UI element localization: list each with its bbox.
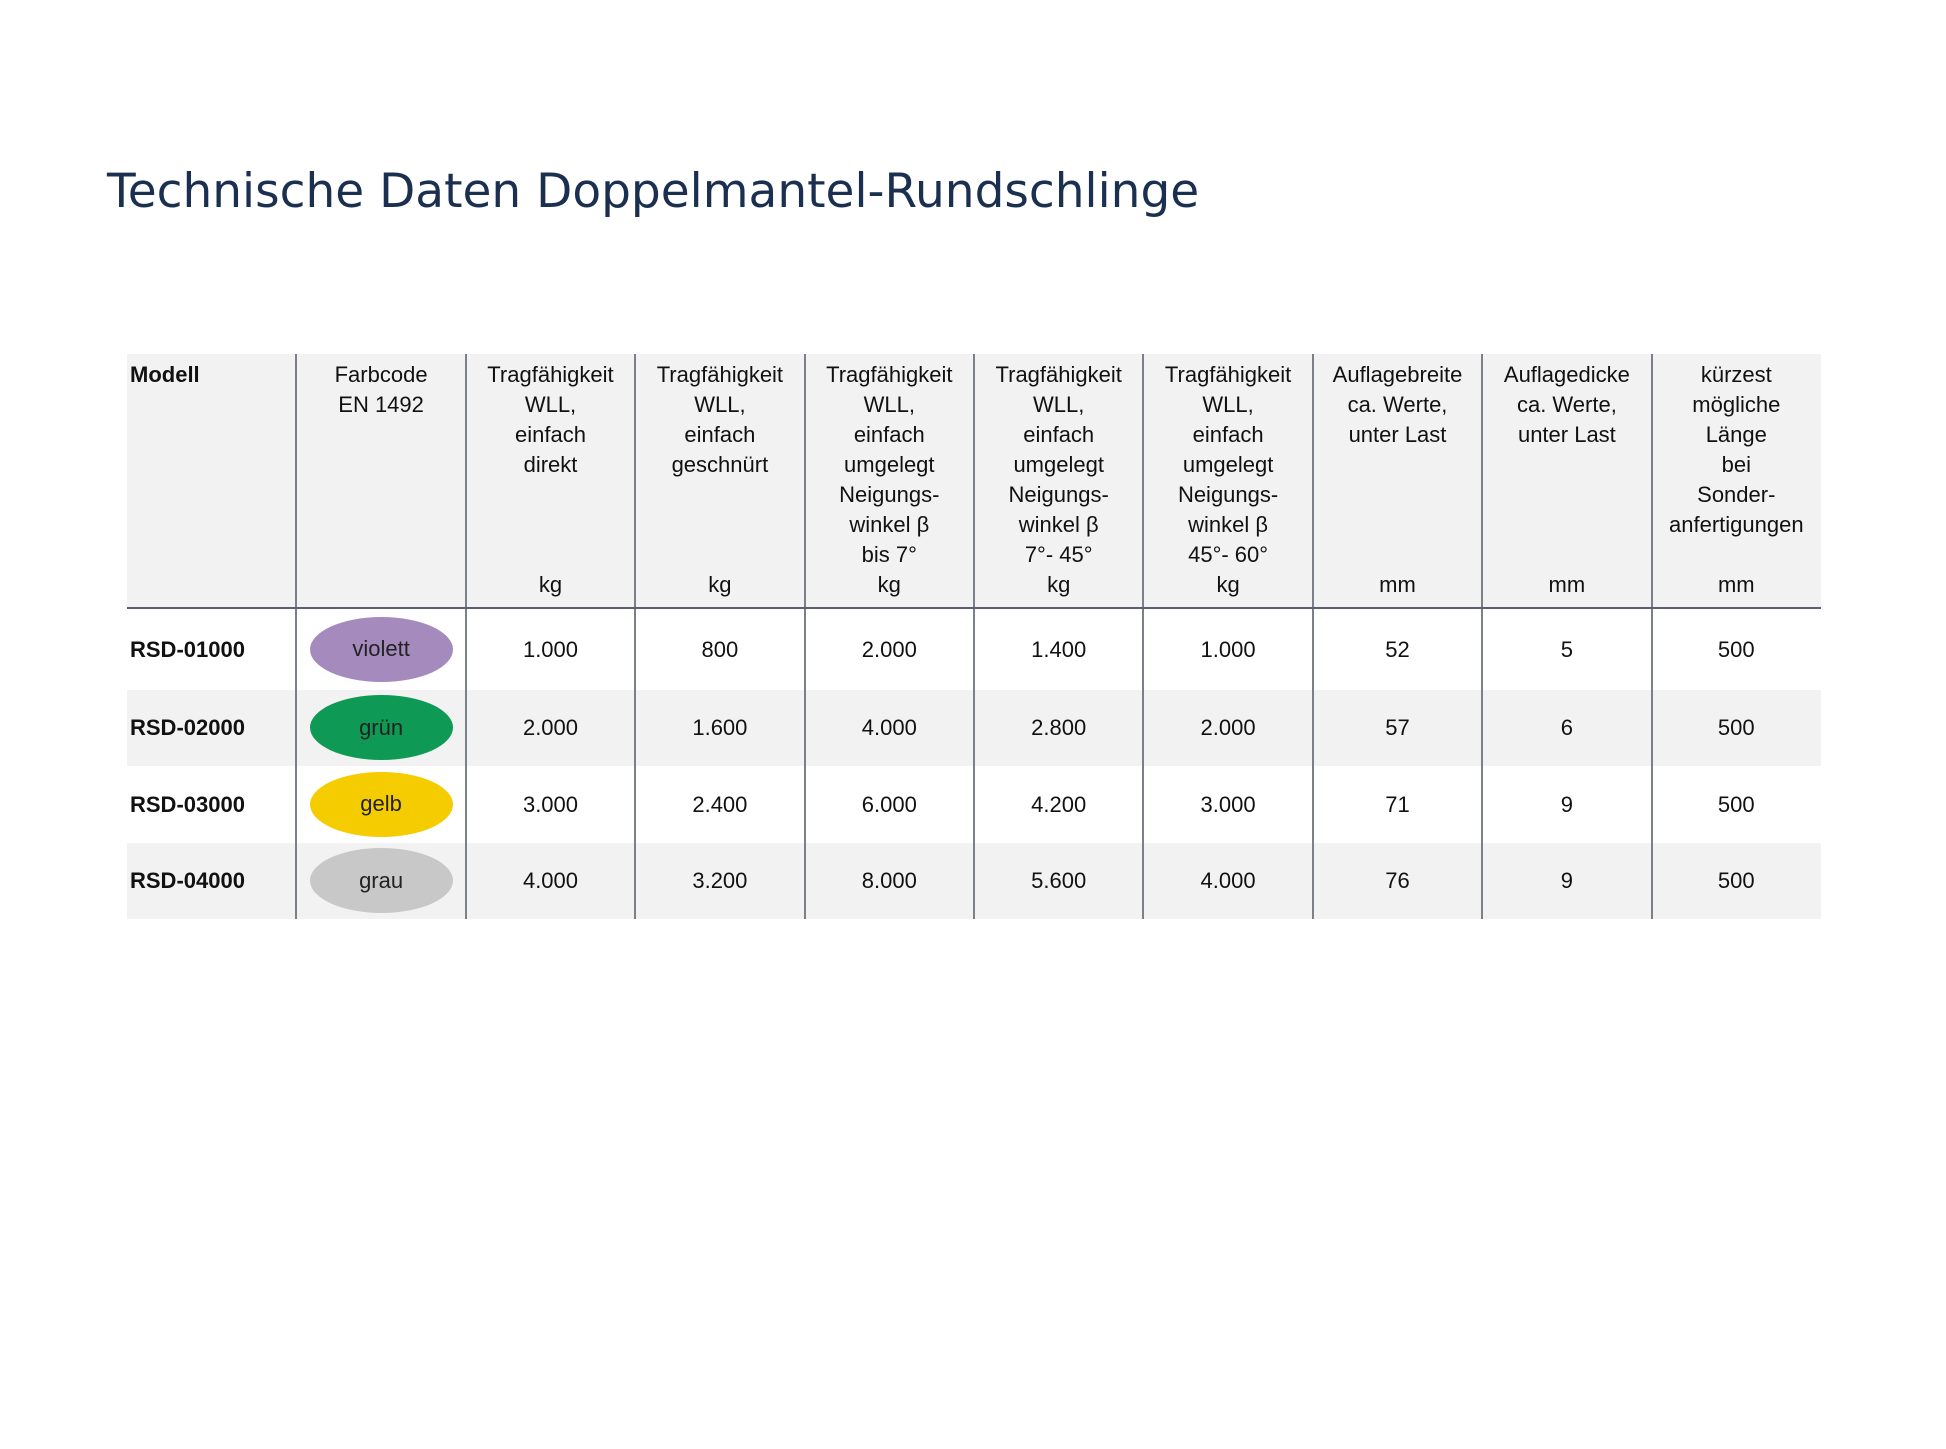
column-unit: mm — [1717, 572, 1755, 597]
color-code: grün — [309, 695, 453, 760]
table-cell: 500 — [1717, 791, 1755, 817]
column-unit: mm — [1379, 572, 1416, 597]
column-divider — [803, 354, 806, 919]
table-cell: 800 — [701, 636, 739, 662]
table-cell: 4.000 — [522, 868, 579, 893]
column-divider — [1311, 354, 1314, 919]
column-header: Auflagebreite ca. Werte, unter Last — [1332, 362, 1463, 447]
column-divider — [1142, 354, 1145, 919]
column-unit: kg — [877, 572, 901, 597]
column-unit: kg — [1216, 572, 1240, 597]
model-name: RSD-01000 — [130, 636, 245, 662]
table-cell: 2.000 — [861, 636, 917, 662]
table-cell: 4.000 — [861, 715, 917, 740]
model-name: RSD-02000 — [130, 715, 245, 740]
column-header: Tragfähigkeit WLL, einfach direkt — [487, 362, 614, 477]
column-header: Modell — [130, 362, 200, 387]
column-unit: kg — [538, 572, 563, 597]
table-cell: 3.000 — [1200, 791, 1256, 817]
table-cell: 2.000 — [522, 715, 579, 740]
column-divider — [464, 354, 467, 919]
table-cell: 3.000 — [522, 791, 579, 817]
column-header: Auflagedicke ca. Werte, unter Last — [1503, 362, 1630, 447]
model-name: RSD-03000 — [130, 791, 245, 817]
column-unit: mm — [1548, 572, 1586, 597]
table-cell: 9 — [1560, 868, 1573, 893]
table-cell: 4.200 — [1031, 791, 1087, 817]
table-cell: 2.400 — [692, 791, 748, 817]
table-cell: 2.800 — [1031, 715, 1087, 740]
column-divider — [1650, 354, 1653, 919]
table-cell: 500 — [1717, 636, 1755, 662]
color-code: gelb — [309, 771, 453, 837]
column-divider — [295, 354, 298, 919]
column-header: Tragfähigkeit WLL, einfach umgelegt Neig… — [995, 362, 1122, 567]
column-divider — [634, 354, 637, 919]
table-cell: 71 — [1385, 791, 1410, 817]
table-cell: 500 — [1717, 868, 1755, 893]
table-cell: 5.600 — [1031, 868, 1087, 893]
table-cell: 57 — [1385, 715, 1410, 740]
table-cell: 6 — [1560, 715, 1573, 740]
model-name: RSD-04000 — [130, 868, 245, 893]
column-divider — [1481, 354, 1484, 919]
table-cell: 76 — [1385, 868, 1410, 893]
table-cell: 6.000 — [861, 791, 917, 817]
column-header: Tragfähigkeit WLL, einfach umgelegt Neig… — [826, 362, 953, 567]
table-cell: 1.000 — [1200, 636, 1256, 662]
data-table: Modell Farbcode EN 1492 Tragfähigkeit WLL,… — [127, 354, 1821, 919]
page-title: Technische Daten Doppelmantel-Rundschlin… — [107, 164, 1200, 219]
color-code: grau — [309, 848, 453, 913]
table-cell: 4.000 — [1200, 868, 1256, 893]
table-cell: 5 — [1560, 636, 1573, 662]
header-divider — [127, 607, 1821, 609]
table-cell: 1.400 — [1031, 636, 1087, 662]
color-code: violett — [309, 616, 453, 682]
table-cell: 8.000 — [861, 868, 917, 893]
column-unit: kg — [1047, 572, 1071, 597]
table-cell: 9 — [1560, 791, 1573, 817]
table-cell: 500 — [1717, 715, 1755, 740]
table-cell: 2.000 — [1200, 715, 1256, 740]
column-divider — [973, 354, 975, 919]
column-unit: kg — [708, 572, 732, 597]
column-header: kürzest mögliche Länge bei Sonder- anfer… — [1669, 362, 1804, 537]
table-cell: 52 — [1385, 636, 1410, 662]
column-header: Farbcode EN 1492 — [334, 362, 428, 417]
column-header: Tragfähigkeit WLL, einfach geschnürt — [656, 362, 784, 477]
table-cell: 1.600 — [692, 715, 748, 740]
table-cell: 1.000 — [522, 636, 579, 662]
column-header: Tragfähigkeit WLL, einfach umgelegt Neig… — [1164, 362, 1292, 567]
table-cell: 3.200 — [692, 868, 748, 893]
